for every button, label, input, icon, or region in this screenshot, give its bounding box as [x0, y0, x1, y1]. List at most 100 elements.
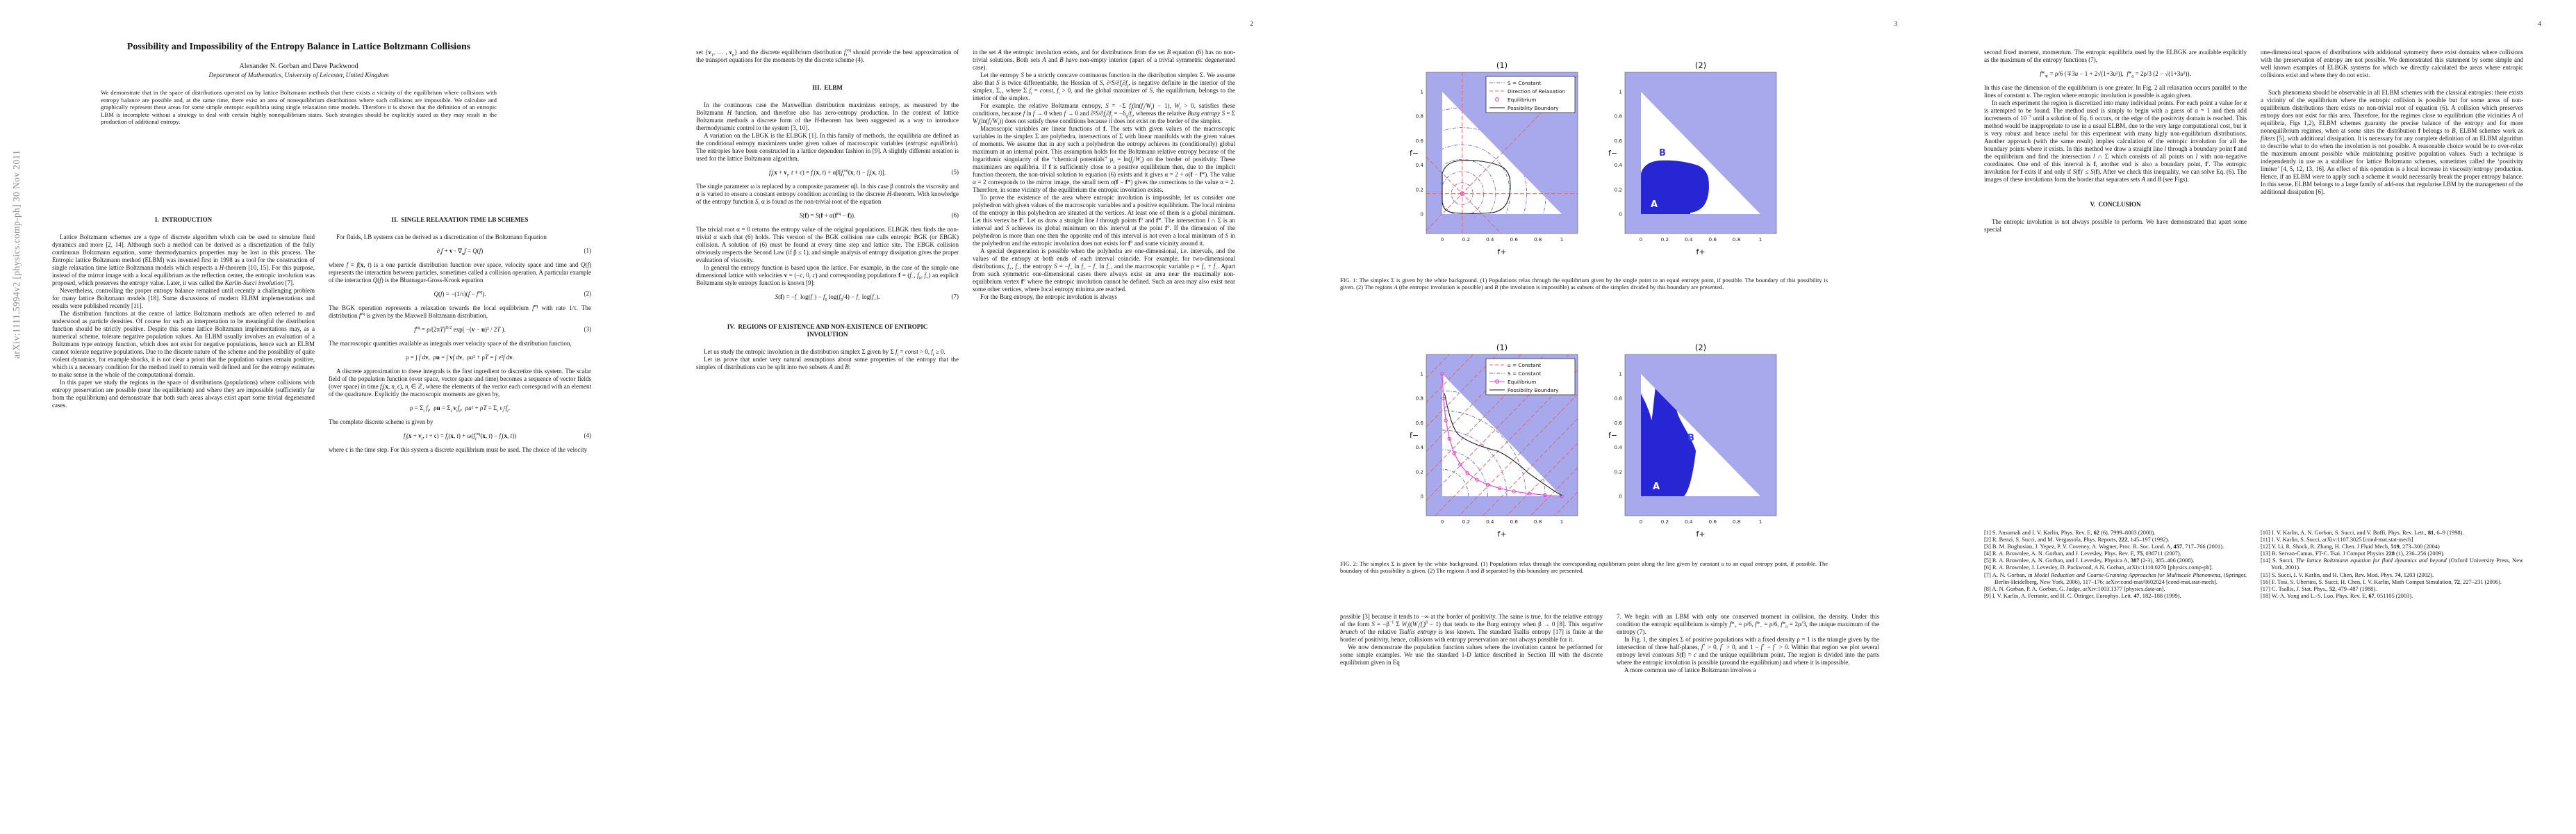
reference-item: [1] S. Ansumali and I. V. Karlin, Phys. …	[1984, 530, 2156, 536]
paragraph: where f ≡ f(x, t) is a one particle dist…	[329, 261, 591, 284]
affiliation-line: Department of Mathematics, University of…	[208, 72, 389, 79]
abstract-text: We demonstrate that in the space of dist…	[101, 89, 497, 126]
equation-number: (5)	[951, 168, 959, 176]
paragraph: where ϵ is the time step. For this syste…	[329, 445, 588, 453]
equation: ρ = Σi fi, ρu = Σi vifi, ρu² + ρT = Σi v…	[409, 404, 511, 414]
paragraph: For fluids, LB systems can be derived as…	[336, 233, 547, 240]
equation-number: (4)	[584, 432, 592, 439]
section-heading: V. CONCLUSION	[2090, 201, 2141, 208]
y-tick-label: 0.4	[1615, 162, 1623, 168]
y-tick-label: 0	[1420, 211, 1423, 218]
spacer	[696, 64, 959, 74]
x-tick-label: 1	[1759, 236, 1762, 243]
figure1-panel2: (2) B A 000.20.20.40.40.60.60.80.811 f− …	[1608, 61, 1777, 256]
text-column: I. INTRODUCTION Lattice Boltzmann schemes…	[52, 206, 315, 409]
y-tick-label: 0	[1619, 211, 1622, 218]
paragraph: A discrete approximation to these integr…	[329, 367, 592, 398]
x-tick-label: 0.8	[1534, 518, 1542, 525]
reference-item: [9] I. V. Karlin, A. Ferrante, and H. C.…	[1984, 592, 2181, 599]
y-tick-label: 0.8	[1416, 113, 1424, 120]
x-axis-label: f+	[1497, 530, 1506, 539]
x-axis-label: f+	[1696, 247, 1705, 256]
section-heading: II. SINGLE RELAXATION TIME LB SCHEMES	[391, 216, 529, 223]
section-heading: IV. REGIONS OF EXISTENCE AND NON-EXISTEN…	[727, 322, 928, 338]
paragraph: In the continuous case the Maxwellian di…	[696, 101, 959, 131]
region-b-label: B	[1659, 148, 1666, 158]
equation-row: ρ = Σi fi, ρu = Σi vifi, ρu² + ρT = Σi v…	[329, 404, 591, 414]
reference-item: [7] A. N. Gorban, in Model Reduction and…	[1984, 571, 2247, 585]
equation: S(f) = −f− log(f−) − f0 log(f0/4) − f+ l…	[775, 293, 880, 302]
paragraph: A more common use of lattice Boltzmann i…	[1624, 667, 1756, 673]
paragraph: Nevertheless, controlling the proper ent…	[52, 286, 315, 309]
region-a-label: A	[1653, 482, 1660, 492]
paragraph: For the Burg entropy, the entropic invol…	[980, 293, 1117, 300]
figure2-panel1: (1)	[1410, 343, 1578, 539]
paragraph: A variation on the LBGK is the ELBGK [1]…	[696, 131, 959, 162]
axis-ticks: 0 0 0.2 0.2 0.4 0.4 0.6 0.6 0.8 0.8 1 1	[1615, 371, 1762, 525]
legend-entry: Equilibrium	[1508, 379, 1536, 385]
paragraph: one-dimensional spaces of distributions …	[2261, 49, 2523, 79]
reference-item: [11] I. V. Karlin, S. Succi, arXiv:1107.…	[2261, 537, 2413, 543]
x-axis-label: f+	[1497, 247, 1506, 256]
section-heading: I. INTRODUCTION	[154, 216, 213, 223]
paragraph: possible [3] because it tends to −∞ at t…	[1340, 613, 1603, 643]
y-axis-label: f−	[1608, 149, 1617, 158]
axis-ticks: 0 0 0.2 0.2 0.4 0.4 0.6 0.6 0.8 0.8 1 1	[1416, 371, 1564, 525]
reference-item: [14] S. Succi, The lattice Boltzmann equ…	[2261, 557, 2523, 571]
equation-row: Q(f) = −(1/τ)(f − feq). (2)	[329, 291, 591, 298]
y-axis-label: f−	[1410, 149, 1419, 158]
figure2-panel2: (2) B A 000.20.20.40.40.60.60.80.811 f− …	[1608, 343, 1777, 539]
legend: u = Constant S = Constant Equilibrium Po…	[1485, 358, 1576, 395]
page-title: Possibility and Impossibility of the Ent…	[126, 41, 471, 51]
equation-row: S(f) = −f− log(f−) − f0 log(f0/4) − f+ l…	[696, 293, 959, 302]
x-tick-label: 1	[1560, 236, 1564, 243]
reference-item: [3] B. M. Boghosian, J. Yepez, P. V. Cov…	[1984, 543, 2224, 550]
x-tick-label: 0.4	[1486, 236, 1494, 243]
text-column: 7. We begin with an LBM with only one co…	[1617, 613, 1879, 674]
arxiv-sidebar-label: arXiv:1111.5994v2 [physics.comp-ph] 30 N…	[11, 149, 22, 359]
page-2: 2 set {v1, … , vn} and the discrete equi…	[644, 0, 1288, 834]
paragraph: The macroscopic quantities available as …	[329, 339, 572, 347]
page-number: 4	[2538, 21, 2541, 28]
axes-frame	[1624, 354, 1777, 516]
region-a-shape	[1641, 389, 1696, 496]
y-tick-label: 0.6	[1416, 420, 1424, 426]
y-tick-label: 0.4	[1615, 444, 1623, 450]
y-tick-label: 1	[1619, 89, 1622, 95]
paragraph: Lattice Boltzmann schemes are a type of …	[52, 233, 315, 286]
equation-row: fi(x + vi, t + ϵ) = fi(x, t) + ω(fieq(x,…	[329, 432, 592, 441]
figure1-panel1: (1) S = Constant Direction of Rel	[1410, 61, 1578, 256]
x-tick-label: 0.4	[1685, 518, 1693, 525]
spacer	[1984, 183, 2247, 190]
reference-item: [8] A. N. Gorban, P. A. Gorban, G. Judge…	[1984, 585, 2165, 592]
equation-number: (1)	[584, 247, 592, 254]
authors-line: Alexander N. Gorban and Dave Packwood	[239, 63, 358, 70]
equilibrium-curve	[1440, 372, 1564, 498]
axis-ticks: 0 0 0.2 0.2 0.4 0.4 0.6 0.6 0.8 0.8 1 1	[1416, 89, 1564, 243]
y-tick-label: 0.6	[1615, 138, 1623, 144]
paragraph: Macroscopic variables are linear functio…	[973, 125, 1236, 193]
y-tick-label: 0.2	[1416, 186, 1423, 193]
legend-entry: Direction of Relaxation	[1508, 88, 1565, 95]
legend-entry: Equilibrium	[1508, 97, 1536, 103]
text-column: in the set A the entropic involution exi…	[973, 49, 1235, 301]
y-tick-label: 0.4	[1416, 162, 1424, 168]
paragraph: set {v1, … , vn} and the discrete equili…	[696, 49, 959, 63]
equilibrium-marker	[1460, 191, 1464, 196]
x-tick-label: 0.2	[1661, 236, 1669, 243]
equation: S(f) = S(f + α(feq − f)).	[799, 211, 856, 219]
paragraph: The single parameter ω is replaced by a …	[696, 182, 959, 205]
reference-item: [16] F. Tosi, S. Ubertini, S. Succi, H. …	[2261, 578, 2502, 585]
x-tick-label: 0.6	[1510, 518, 1518, 525]
reference-item: [15] S. Succi, I. V. Karlin, and H. Chen…	[2261, 571, 2434, 578]
equation: Q(f) = −(1/τ)(f − feq).	[434, 290, 486, 297]
equation-number: (7)	[951, 293, 959, 300]
possibility-boundary-curve	[1444, 393, 1562, 496]
paragraph: In this paper we study the regions in th…	[52, 378, 315, 409]
page-3: 3 (1) S = C	[1288, 0, 1932, 834]
reference-item: [10] I. V. Karlin, A. N. Gorban, S. Succ…	[2261, 530, 2464, 536]
y-tick-label: 1	[1420, 371, 1423, 377]
legend-entry: Possibility Boundary	[1508, 105, 1559, 111]
equation: feq = ρ/(2πT)D/2 exp( −(v − u)² / 2T ).	[414, 325, 506, 333]
legend-entry: u = Constant	[1508, 362, 1541, 368]
